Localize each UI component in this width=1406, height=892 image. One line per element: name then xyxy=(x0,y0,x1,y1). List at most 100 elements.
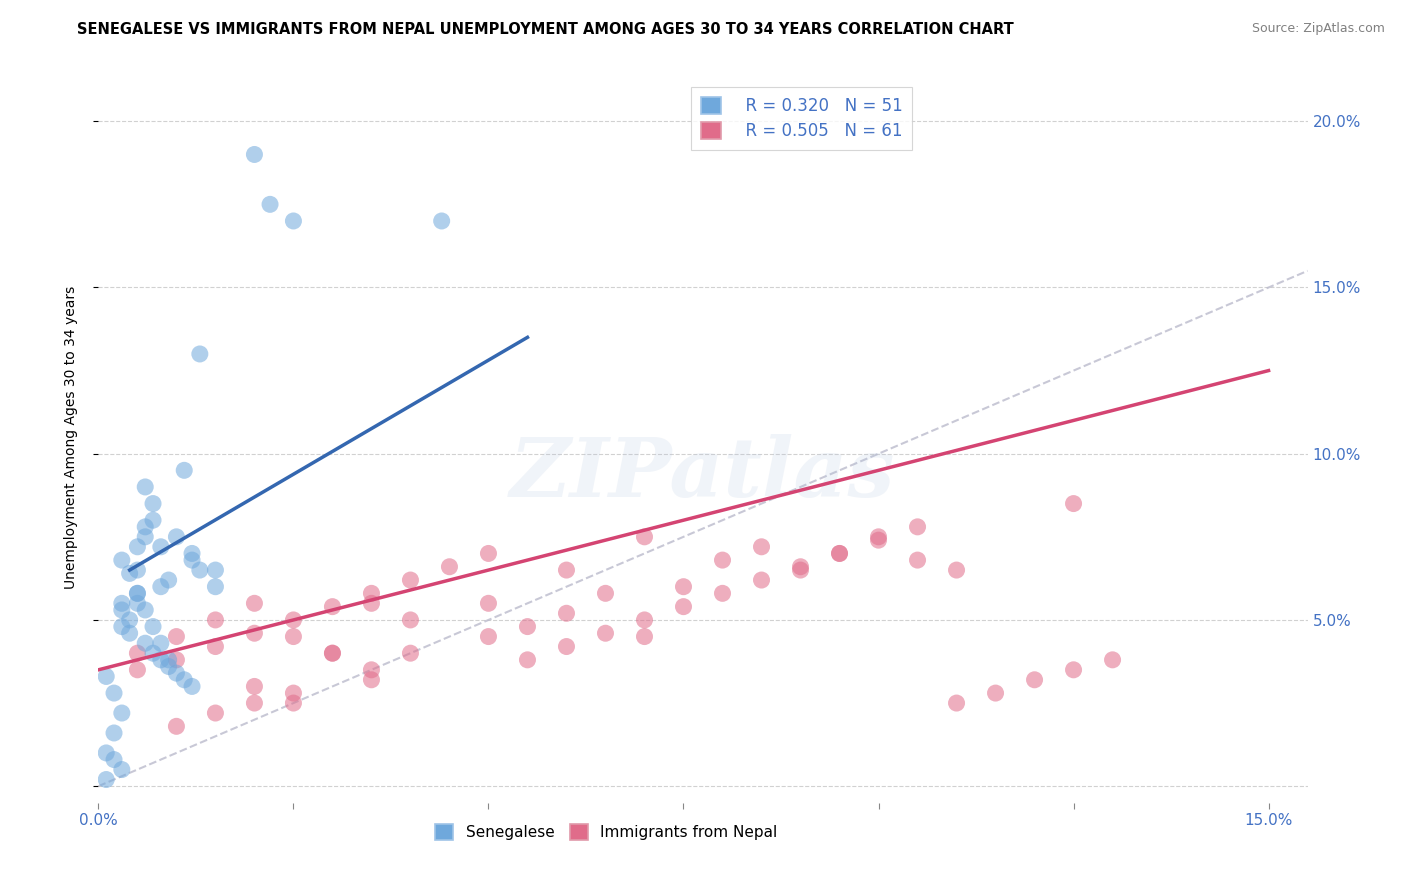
Point xyxy=(399,613,422,627)
Point xyxy=(111,596,134,610)
Point xyxy=(165,530,187,544)
Point xyxy=(142,619,165,633)
Text: SENEGALESE VS IMMIGRANTS FROM NEPAL UNEMPLOYMENT AMONG AGES 30 TO 34 YEARS CORRE: SENEGALESE VS IMMIGRANTS FROM NEPAL UNEM… xyxy=(77,22,1014,37)
Point xyxy=(360,596,382,610)
Point xyxy=(789,559,811,574)
Text: ZIPatlas: ZIPatlas xyxy=(510,434,896,514)
Point xyxy=(439,559,461,574)
Point xyxy=(157,659,180,673)
Point xyxy=(204,580,226,594)
Point xyxy=(243,596,266,610)
Point xyxy=(134,480,156,494)
Point xyxy=(149,653,172,667)
Point xyxy=(204,640,226,654)
Point xyxy=(516,653,538,667)
Point xyxy=(157,653,180,667)
Point xyxy=(751,573,773,587)
Point xyxy=(142,513,165,527)
Point xyxy=(111,619,134,633)
Point xyxy=(173,673,195,687)
Point xyxy=(945,696,967,710)
Point xyxy=(477,596,499,610)
Point xyxy=(283,686,305,700)
Point xyxy=(149,636,172,650)
Point xyxy=(945,563,967,577)
Point xyxy=(103,686,125,700)
Point xyxy=(149,540,172,554)
Point xyxy=(430,214,453,228)
Point xyxy=(633,630,655,644)
Point xyxy=(165,666,187,681)
Point xyxy=(134,530,156,544)
Point xyxy=(399,646,422,660)
Point xyxy=(243,680,266,694)
Point xyxy=(259,197,281,211)
Point xyxy=(134,603,156,617)
Point xyxy=(204,706,226,720)
Point xyxy=(111,553,134,567)
Point xyxy=(127,663,149,677)
Point xyxy=(96,669,118,683)
Point xyxy=(1101,653,1123,667)
Point xyxy=(751,540,773,554)
Point xyxy=(173,463,195,477)
Point xyxy=(134,636,156,650)
Point xyxy=(181,553,204,567)
Point xyxy=(118,626,141,640)
Point xyxy=(555,607,578,621)
Point xyxy=(595,626,617,640)
Point xyxy=(477,630,499,644)
Point xyxy=(360,586,382,600)
Point xyxy=(711,586,734,600)
Point xyxy=(142,497,165,511)
Point xyxy=(672,599,695,614)
Point xyxy=(283,214,305,228)
Point xyxy=(360,673,382,687)
Point xyxy=(595,586,617,600)
Point xyxy=(907,553,929,567)
Point xyxy=(96,772,118,787)
Point xyxy=(165,630,187,644)
Point xyxy=(111,706,134,720)
Point xyxy=(134,520,156,534)
Point xyxy=(181,546,204,560)
Point xyxy=(283,613,305,627)
Point xyxy=(789,563,811,577)
Point xyxy=(283,630,305,644)
Point xyxy=(181,680,204,694)
Point xyxy=(477,546,499,560)
Point xyxy=(1024,673,1046,687)
Point xyxy=(149,580,172,594)
Point xyxy=(555,640,578,654)
Point xyxy=(828,546,851,560)
Point xyxy=(188,563,211,577)
Point xyxy=(127,586,149,600)
Point xyxy=(157,573,180,587)
Point xyxy=(165,653,187,667)
Point xyxy=(984,686,1007,700)
Point xyxy=(103,726,125,740)
Point xyxy=(828,546,851,560)
Point xyxy=(672,580,695,594)
Point xyxy=(633,613,655,627)
Point xyxy=(96,746,118,760)
Point xyxy=(711,553,734,567)
Point xyxy=(1063,663,1085,677)
Point xyxy=(111,763,134,777)
Point xyxy=(127,586,149,600)
Point xyxy=(103,753,125,767)
Point xyxy=(127,540,149,554)
Point xyxy=(127,596,149,610)
Point xyxy=(243,626,266,640)
Point xyxy=(127,563,149,577)
Point xyxy=(321,599,343,614)
Point xyxy=(399,573,422,587)
Point xyxy=(907,520,929,534)
Point xyxy=(165,719,187,733)
Point xyxy=(283,696,305,710)
Legend: Senegalese, Immigrants from Nepal: Senegalese, Immigrants from Nepal xyxy=(429,818,783,847)
Point xyxy=(243,147,266,161)
Text: Source: ZipAtlas.com: Source: ZipAtlas.com xyxy=(1251,22,1385,36)
Point xyxy=(360,663,382,677)
Point xyxy=(188,347,211,361)
